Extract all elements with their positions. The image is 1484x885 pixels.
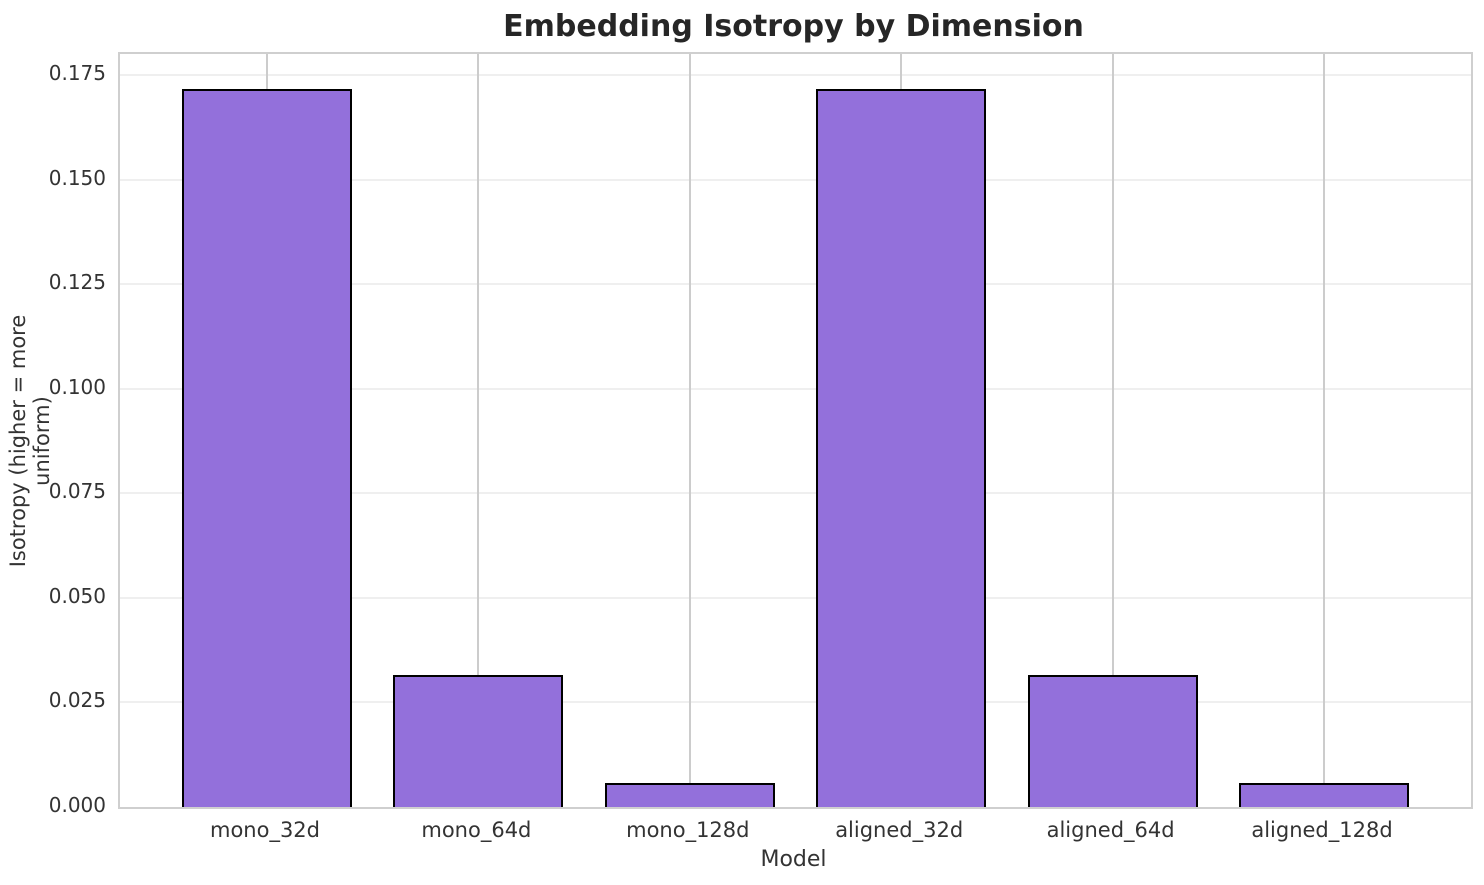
bar-mono_64d — [393, 675, 564, 807]
horizontal-gridline — [120, 387, 1471, 390]
vertical-gridline — [477, 54, 480, 807]
x-tick-label: aligned_64d — [1046, 818, 1175, 842]
bar-aligned_32d — [816, 89, 987, 807]
y-axis-label: Isotropy (higher = more uniform) — [6, 314, 54, 568]
y-tick-label: 0.025 — [48, 688, 106, 713]
x-tick-label: aligned_32d — [835, 818, 964, 842]
bar-mono_128d — [604, 783, 775, 807]
y-tick-label: 0.175 — [48, 60, 106, 85]
vertical-gridline — [1111, 54, 1114, 807]
y-tick-label: 0.150 — [48, 165, 106, 190]
x-tick-label: mono_64d — [421, 818, 532, 842]
horizontal-gridline — [120, 283, 1471, 286]
y-tick-label: 0.075 — [48, 479, 106, 504]
y-tick-label: 0.050 — [48, 583, 106, 608]
x-tick-label: aligned_128d — [1251, 818, 1393, 842]
bar-aligned_128d — [1239, 783, 1409, 807]
horizontal-gridline — [120, 596, 1471, 599]
horizontal-gridline — [120, 73, 1471, 76]
y-tick-label: 0.000 — [48, 793, 106, 817]
bar-aligned_64d — [1027, 675, 1198, 807]
chart-title: Embedding Isotropy by Dimension — [503, 9, 1084, 44]
horizontal-gridline — [120, 701, 1471, 704]
y-tick-label: 0.125 — [48, 270, 106, 295]
vertical-gridline — [1323, 54, 1325, 807]
horizontal-gridline — [120, 178, 1471, 181]
horizontal-gridline — [120, 492, 1471, 495]
x-axis-label: Model — [760, 847, 827, 872]
x-tick-label: mono_128d — [626, 818, 750, 842]
plot-area — [118, 52, 1473, 809]
vertical-gridline — [688, 54, 691, 807]
bar-mono_32d — [182, 89, 352, 807]
y-tick-label: 0.100 — [48, 374, 106, 399]
x-tick-label: mono_32d — [209, 818, 320, 842]
